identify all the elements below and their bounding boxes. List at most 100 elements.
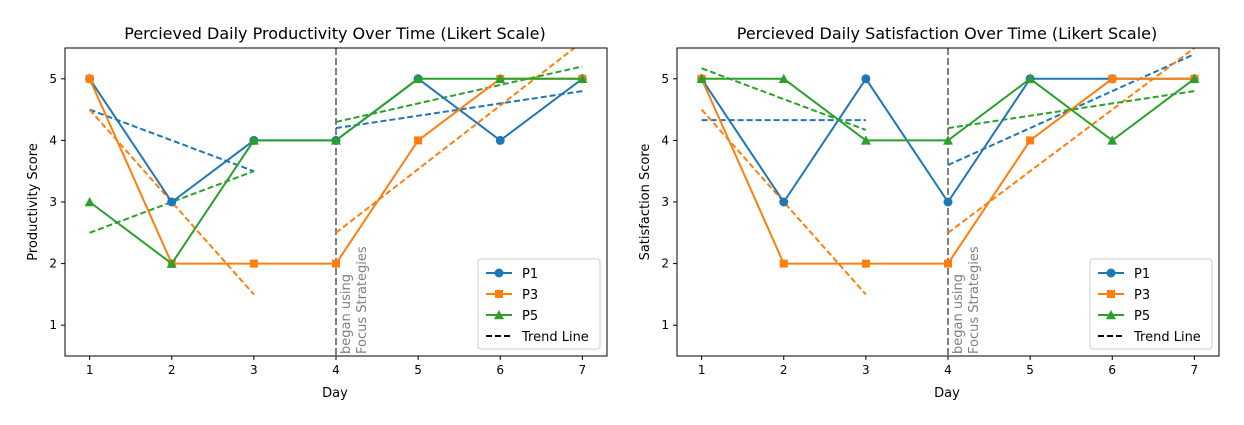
trend-line-p1	[89, 108, 255, 173]
data-point-p5	[1189, 73, 1200, 84]
x-axis-label: Day	[322, 386, 348, 401]
legend-label: P5	[522, 309, 538, 324]
x-tick-label: 1	[698, 363, 706, 377]
legend-item-trend: Trend Line	[1098, 330, 1201, 345]
plot-marks	[84, 48, 588, 356]
legend-label: P1	[522, 267, 538, 282]
x-tick-label: 5	[1026, 363, 1034, 377]
data-point-p3	[85, 74, 94, 83]
y-tick-label: 5	[49, 72, 57, 86]
event-annotation: Focus Strategies	[355, 246, 370, 354]
trend-line-p3	[335, 48, 577, 234]
y-tick-label: 4	[661, 133, 669, 147]
legend-marker	[494, 268, 504, 278]
trend-line-p1	[335, 90, 583, 130]
plot-area: began using Focus Strategies 1 2 3 4 5 6 7 1 2 3 4 5 P…	[661, 47, 1220, 377]
x-tick-label: 7	[1191, 363, 1199, 377]
x-tick-label: 3	[862, 363, 870, 377]
data-point-p5	[166, 258, 177, 268]
legend: P1 P3 P5 Trend Line	[1089, 258, 1213, 350]
legend: P1 P3 P5 Trend Line	[477, 258, 601, 350]
legend-item-p1: P1	[486, 267, 538, 282]
y-tick-label: 1	[49, 318, 57, 332]
data-point-p1	[943, 197, 953, 207]
data-point-p1	[779, 197, 789, 207]
data-point-p3	[249, 259, 258, 268]
data-point-p5	[778, 73, 789, 84]
data-point-p5	[1107, 135, 1118, 145]
data-point-p5	[943, 135, 953, 145]
legend-label: Trend Line	[1133, 330, 1201, 345]
x-tick-label: 2	[168, 363, 176, 377]
data-point-p3	[944, 259, 952, 268]
data-point-p5	[1025, 73, 1036, 84]
legend-item-p3: P3	[486, 288, 538, 303]
y-tick-label: 3	[49, 195, 57, 209]
data-point-p1	[495, 135, 505, 145]
data-point-p3	[1108, 74, 1117, 83]
data-point-p3	[1026, 136, 1035, 145]
x-tick-label: 4	[332, 363, 340, 377]
data-point-p1	[861, 74, 871, 84]
legend-item-p5: P5	[486, 309, 538, 324]
y-tick-label: 2	[661, 257, 669, 271]
chart-title: Percieved Daily Productivity Over Time (…	[124, 24, 545, 43]
chart-title: Percieved Daily Satisfaction Over Time (…	[737, 24, 1158, 43]
data-point-p5	[84, 197, 95, 207]
y-tick-label: 3	[661, 195, 669, 209]
x-tick-label: 1	[86, 363, 94, 377]
trend-line-p3	[947, 48, 1195, 234]
data-point-p5	[331, 135, 341, 145]
y-tick-label: 4	[49, 133, 57, 147]
data-point-p5	[413, 73, 424, 84]
y-tick-label: 1	[661, 318, 669, 332]
data-point-p5	[577, 73, 588, 84]
data-point-p5	[248, 135, 259, 145]
data-point-p3	[414, 136, 423, 145]
data-point-p5	[696, 73, 707, 84]
x-tick-label: 6	[1108, 363, 1116, 377]
data-point-p3	[332, 259, 340, 268]
legend-marker	[1106, 310, 1116, 320]
trend-line-p5	[335, 65, 583, 123]
legend-item-p5: P5	[1098, 309, 1150, 324]
legend-box	[477, 258, 601, 350]
legend-label: P5	[1134, 309, 1150, 324]
data-point-p1	[167, 197, 177, 207]
x-axis-label: Day	[934, 386, 960, 401]
x-tick-label: 2	[780, 363, 788, 377]
data-point-p5	[860, 135, 871, 145]
event-annotation: began using	[951, 274, 966, 354]
productivity-chart: Percieved Daily Productivity Over Time (…	[26, 24, 608, 401]
legend-marker	[495, 290, 503, 298]
plot-marks	[696, 48, 1200, 356]
data-point-p5	[495, 73, 506, 84]
x-tick-label: 7	[579, 363, 587, 377]
y-tick-label: 5	[661, 72, 669, 86]
legend-marker	[1106, 268, 1116, 278]
trend-line-p5	[947, 90, 1195, 130]
y-axis-label: Satisfaction Score	[638, 144, 653, 261]
y-axis-label: Productivity Score	[26, 143, 41, 261]
data-point-p3	[861, 259, 870, 268]
plot-area: began using Focus Strategies 1 2 3 4 5 6 7 1 2 3 4 5 P…	[49, 47, 608, 377]
legend-label: P1	[1134, 267, 1150, 282]
x-tick-label: 6	[496, 363, 504, 377]
y-tick-label: 2	[49, 257, 57, 271]
legend-item-p3: P3	[1098, 288, 1150, 303]
legend-item-trend: Trend Line	[486, 330, 589, 345]
event-annotation: began using	[339, 274, 354, 354]
satisfaction-chart: Percieved Daily Satisfaction Over Time (…	[638, 24, 1220, 401]
data-point-p3	[779, 259, 788, 268]
event-annotation: Focus Strategies	[967, 246, 982, 354]
legend-marker	[1107, 290, 1115, 298]
legend-label: Trend Line	[521, 330, 589, 345]
legend-label: P3	[1134, 288, 1150, 303]
legend-marker	[494, 310, 504, 320]
x-tick-label: 3	[250, 363, 258, 377]
legend-box	[1089, 258, 1213, 350]
legend-label: P3	[522, 288, 538, 303]
x-tick-label: 4	[944, 363, 952, 377]
x-tick-label: 5	[414, 363, 422, 377]
